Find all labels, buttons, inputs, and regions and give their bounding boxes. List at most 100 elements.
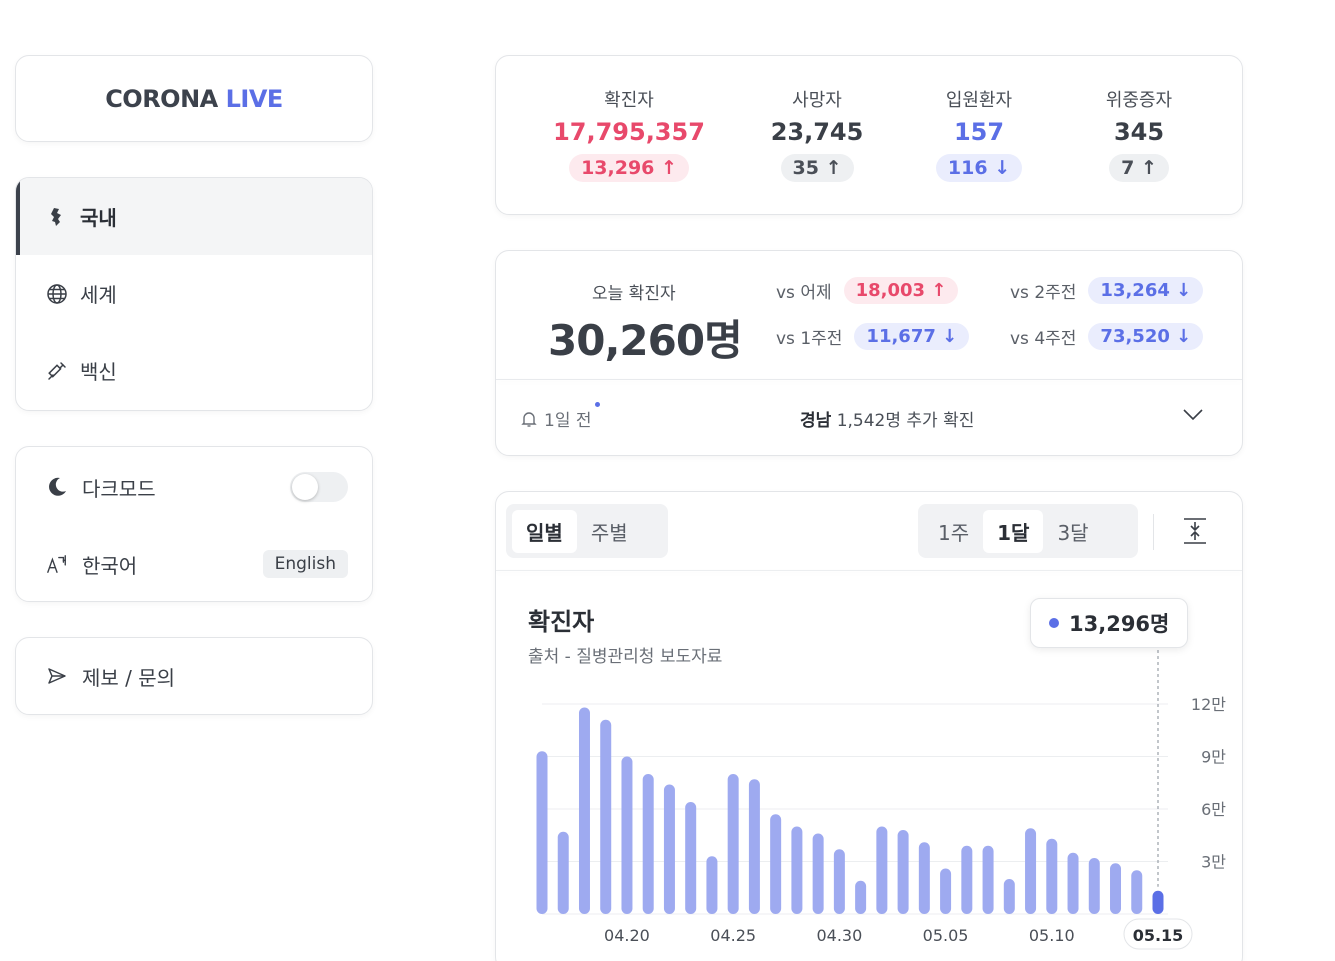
notice-message: 1,542명 추가 확진 bbox=[836, 411, 975, 431]
x-tick-label: 04.30 bbox=[816, 926, 862, 945]
notice-bar[interactable]: 1일 전 경남 1,542명 추가 확진 bbox=[520, 380, 1218, 455]
toggle-knob bbox=[292, 474, 318, 500]
chart-tooltip: 13,296명 bbox=[1030, 598, 1189, 648]
bar bbox=[1067, 852, 1079, 914]
divider bbox=[496, 570, 1242, 571]
bar bbox=[727, 774, 739, 914]
app-logo[interactable]: CORONA LIVE bbox=[105, 85, 283, 113]
nav-item-label: 백신 bbox=[80, 360, 117, 384]
stat-delta-badge: 35 ↑ bbox=[780, 154, 854, 182]
logo-text-live: LIVE bbox=[225, 84, 284, 113]
stat-critical: 위중증자 345 7 ↑ bbox=[1059, 86, 1219, 182]
toolbar-separator bbox=[1153, 514, 1154, 550]
x-tick-label: 04.20 bbox=[604, 926, 650, 945]
arrow-up-icon: ↑ bbox=[1140, 157, 1157, 179]
nav-menu: 국내 세계 백신 bbox=[15, 177, 373, 411]
translate-icon bbox=[46, 553, 68, 575]
bell-icon bbox=[521, 411, 537, 427]
x-tick-highlight-badge bbox=[1123, 918, 1193, 950]
bar bbox=[812, 833, 824, 914]
logo-text-corona: CORONA bbox=[105, 84, 218, 113]
nav-item-domestic[interactable]: 국내 bbox=[16, 178, 372, 255]
bar bbox=[1110, 863, 1122, 914]
chart-card: 일별 주별 1주 1달 3달 확진자 출처 - 질병관리청 보도자료 3만 6만 9… bbox=[495, 491, 1243, 961]
vs-value: 73,520 bbox=[1100, 326, 1170, 347]
stat-delta: 116 bbox=[947, 157, 988, 179]
stat-delta: 7 bbox=[1121, 157, 1135, 179]
vs-value: 13,264 bbox=[1100, 280, 1170, 301]
divider bbox=[496, 379, 1242, 380]
stat-delta-badge: 13,296 ↑ bbox=[569, 154, 689, 182]
syringe-icon bbox=[46, 360, 68, 382]
chevron-down-icon[interactable] bbox=[1182, 408, 1204, 422]
arrow-up-icon: ↑ bbox=[661, 157, 677, 179]
notice-region: 경남 bbox=[800, 411, 832, 431]
settings-card: 다크모드 한국어 English bbox=[15, 446, 373, 602]
bar bbox=[557, 831, 569, 914]
language-label: 한국어 bbox=[82, 553, 138, 578]
legend-dot bbox=[1049, 618, 1059, 628]
stat-delta: 13,296 bbox=[581, 157, 655, 179]
notice-time: 1일 전 bbox=[520, 402, 600, 431]
bar-chart[interactable]: 3만 6만 9만 12만 04.20 04.25 04.30 05.05 05.10 05.15 bbox=[496, 492, 1243, 961]
bar bbox=[706, 856, 718, 914]
stat-delta-badge: 116 ↓ bbox=[935, 154, 1023, 182]
bar bbox=[621, 756, 633, 914]
today-card: 오늘 확진자 30,260명 vs 어제 18,003 ↑ vs 2주전 13,… bbox=[495, 250, 1243, 456]
vs-4weeks: vs 4주전 73,520 ↓ bbox=[1010, 323, 1204, 350]
nav-item-vaccine[interactable]: 백신 bbox=[16, 332, 372, 409]
y-tick-label: 9만 bbox=[1201, 748, 1226, 767]
nav-item-world[interactable]: 세계 bbox=[16, 255, 372, 332]
tab-3months[interactable]: 3달 bbox=[1057, 520, 1089, 545]
report-label: 제보 / 문의 bbox=[82, 665, 176, 690]
english-button[interactable]: English bbox=[262, 550, 348, 578]
stat-value: 23,745 bbox=[770, 118, 864, 146]
nav-item-label: 세계 bbox=[80, 283, 117, 307]
today-label: 오늘 확진자 bbox=[592, 284, 676, 304]
arrow-down-icon: ↓ bbox=[942, 326, 958, 347]
stat-label: 위중증자 bbox=[1105, 90, 1173, 111]
vs-value: 18,003 bbox=[855, 280, 926, 301]
stat-value: 17,795,357 bbox=[553, 118, 705, 146]
expand-height-icon[interactable] bbox=[1180, 516, 1210, 546]
vs-badge: 73,520 ↓ bbox=[1088, 323, 1204, 350]
language-row: 한국어 English bbox=[46, 544, 348, 584]
bar bbox=[578, 707, 590, 914]
moon-icon bbox=[46, 476, 68, 498]
bar bbox=[1025, 828, 1037, 914]
stat-label: 확진자 bbox=[604, 90, 654, 111]
x-tick-label: 04.25 bbox=[710, 926, 756, 945]
x-tick-label: 05.05 bbox=[923, 926, 969, 945]
bar bbox=[1046, 838, 1058, 914]
x-tick-label: 05.10 bbox=[1029, 926, 1075, 945]
korea-map-icon bbox=[46, 206, 68, 228]
stat-value: 345 bbox=[1113, 118, 1165, 146]
report-button[interactable]: 제보 / 문의 bbox=[15, 637, 373, 715]
bar bbox=[1131, 870, 1143, 914]
tab-1week[interactable]: 1주 bbox=[938, 520, 970, 545]
stat-delta-badge: 7 ↑ bbox=[1109, 154, 1169, 182]
bar bbox=[961, 845, 973, 914]
tab-1month[interactable]: 1달 bbox=[983, 509, 1044, 553]
stat-label: 입원환자 bbox=[945, 90, 1013, 111]
tab-daily[interactable]: 일별 bbox=[512, 509, 577, 553]
bar-highlight bbox=[1152, 890, 1164, 914]
darkmode-row: 다크모드 bbox=[46, 467, 348, 507]
y-tick-label: 3만 bbox=[1201, 853, 1226, 872]
stat-value: 157 bbox=[953, 118, 1005, 146]
globe-icon bbox=[46, 283, 68, 305]
stat-confirmed: 확진자 17,795,357 13,296 ↑ bbox=[549, 86, 709, 182]
arrow-up-icon: ↑ bbox=[825, 157, 842, 179]
vs-label: vs 1주전 bbox=[776, 329, 843, 349]
stat-label: 사망자 bbox=[792, 90, 842, 111]
darkmode-toggle[interactable] bbox=[290, 472, 348, 502]
mode-tabs: 일별 주별 bbox=[506, 504, 668, 558]
unread-dot bbox=[594, 402, 600, 407]
bar bbox=[791, 826, 803, 914]
x-tick-label: 05.15 bbox=[1133, 926, 1184, 945]
tooltip-value: 13,296명 bbox=[1069, 612, 1170, 636]
bar bbox=[1003, 879, 1015, 914]
bar bbox=[770, 814, 782, 914]
tab-weekly[interactable]: 주별 bbox=[590, 520, 628, 545]
today-value: 30,260명 bbox=[548, 316, 743, 365]
